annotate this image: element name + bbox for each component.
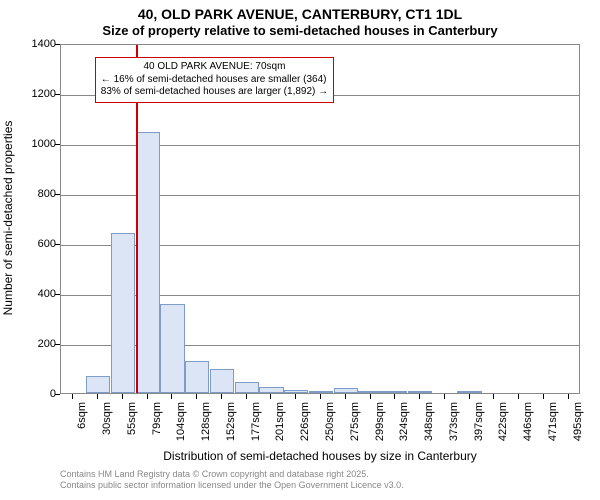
xtick-label: 30sqm	[101, 402, 113, 442]
histogram-bar	[358, 391, 382, 393]
xtick-mark	[493, 394, 494, 399]
attribution-line2: Contains public sector information licen…	[60, 480, 404, 491]
xtick-label: 348sqm	[423, 402, 435, 442]
xtick-mark	[246, 394, 247, 399]
xtick-label: 6sqm	[76, 402, 88, 442]
xtick-label: 201sqm	[274, 402, 286, 442]
xtick-label: 373sqm	[448, 402, 460, 442]
ytick-label: 1000	[16, 138, 56, 150]
xtick-label: 177sqm	[250, 402, 262, 442]
xtick-label: 471sqm	[547, 402, 559, 442]
xtick-mark	[320, 394, 321, 399]
xtick-label: 275sqm	[349, 402, 361, 442]
ytick-mark	[55, 344, 60, 345]
xtick-mark	[345, 394, 346, 399]
ytick-label: 0	[16, 388, 56, 400]
xtick-mark	[72, 394, 73, 399]
xtick-label: 324sqm	[398, 402, 410, 442]
histogram-bar	[408, 391, 432, 393]
xtick-mark	[97, 394, 98, 399]
histogram-bar	[86, 376, 110, 394]
histogram-bar	[235, 382, 259, 393]
xtick-label: 128sqm	[200, 402, 212, 442]
xtick-mark	[568, 394, 569, 399]
histogram-bar	[111, 233, 135, 393]
annotation-line1: 40 OLD PARK AVENUE: 70sqm	[101, 61, 328, 74]
xtick-mark	[196, 394, 197, 399]
chart-subtitle: Size of property relative to semi-detach…	[0, 22, 600, 38]
ytick-mark	[55, 194, 60, 195]
yaxis-label: Number of semi-detached properties	[1, 118, 15, 318]
xtick-label: 226sqm	[299, 402, 311, 442]
histogram-bar	[457, 391, 481, 393]
ytick-mark	[55, 294, 60, 295]
ytick-label: 200	[16, 338, 56, 350]
xtick-mark	[270, 394, 271, 399]
ytick-mark	[55, 394, 60, 395]
ytick-mark	[55, 94, 60, 95]
histogram-bar	[210, 369, 234, 393]
xtick-label: 446sqm	[522, 402, 534, 442]
xtick-label: 55sqm	[126, 402, 138, 442]
xtick-label: 299sqm	[374, 402, 386, 442]
xtick-label: 152sqm	[225, 402, 237, 442]
plot-area: 40 OLD PARK AVENUE: 70sqm← 16% of semi-d…	[60, 44, 580, 394]
histogram-bar	[334, 388, 358, 393]
attribution-text: Contains HM Land Registry data © Crown c…	[60, 469, 404, 492]
xtick-mark	[444, 394, 445, 399]
histogram-bar	[185, 361, 209, 394]
xtick-mark	[543, 394, 544, 399]
xtick-label: 422sqm	[497, 402, 509, 442]
xtick-label: 495sqm	[572, 402, 584, 442]
annotation-box: 40 OLD PARK AVENUE: 70sqm← 16% of semi-d…	[95, 57, 334, 103]
xtick-label: 79sqm	[151, 402, 163, 442]
xtick-label: 250sqm	[324, 402, 336, 442]
ytick-mark	[55, 144, 60, 145]
ytick-label: 1200	[16, 88, 56, 100]
chart-title: 40, OLD PARK AVENUE, CANTERBURY, CT1 1DL	[0, 0, 600, 22]
ytick-label: 400	[16, 288, 56, 300]
annotation-line2: ← 16% of semi-detached houses are smalle…	[101, 74, 328, 87]
histogram-bar	[259, 387, 283, 393]
xtick-mark	[221, 394, 222, 399]
xtick-label: 397sqm	[473, 402, 485, 442]
histogram-bar	[309, 391, 333, 393]
xtick-mark	[295, 394, 296, 399]
ytick-mark	[55, 244, 60, 245]
ytick-label: 1400	[16, 38, 56, 50]
ytick-label: 600	[16, 238, 56, 250]
xtick-mark	[171, 394, 172, 399]
xtick-mark	[122, 394, 123, 399]
xtick-mark	[469, 394, 470, 399]
ytick-mark	[55, 44, 60, 45]
histogram-bar	[136, 132, 160, 393]
attribution-line1: Contains HM Land Registry data © Crown c…	[60, 469, 404, 480]
histogram-bar	[160, 304, 184, 393]
xtick-mark	[419, 394, 420, 399]
histogram-bar	[284, 390, 308, 393]
xtick-mark	[370, 394, 371, 399]
annotation-line3: 83% of semi-detached houses are larger (…	[101, 86, 328, 99]
xtick-mark	[518, 394, 519, 399]
xaxis-label: Distribution of semi-detached houses by …	[60, 449, 580, 463]
xtick-mark	[394, 394, 395, 399]
xtick-label: 104sqm	[175, 402, 187, 442]
histogram-bar	[383, 391, 407, 393]
xtick-mark	[147, 394, 148, 399]
ytick-label: 800	[16, 188, 56, 200]
